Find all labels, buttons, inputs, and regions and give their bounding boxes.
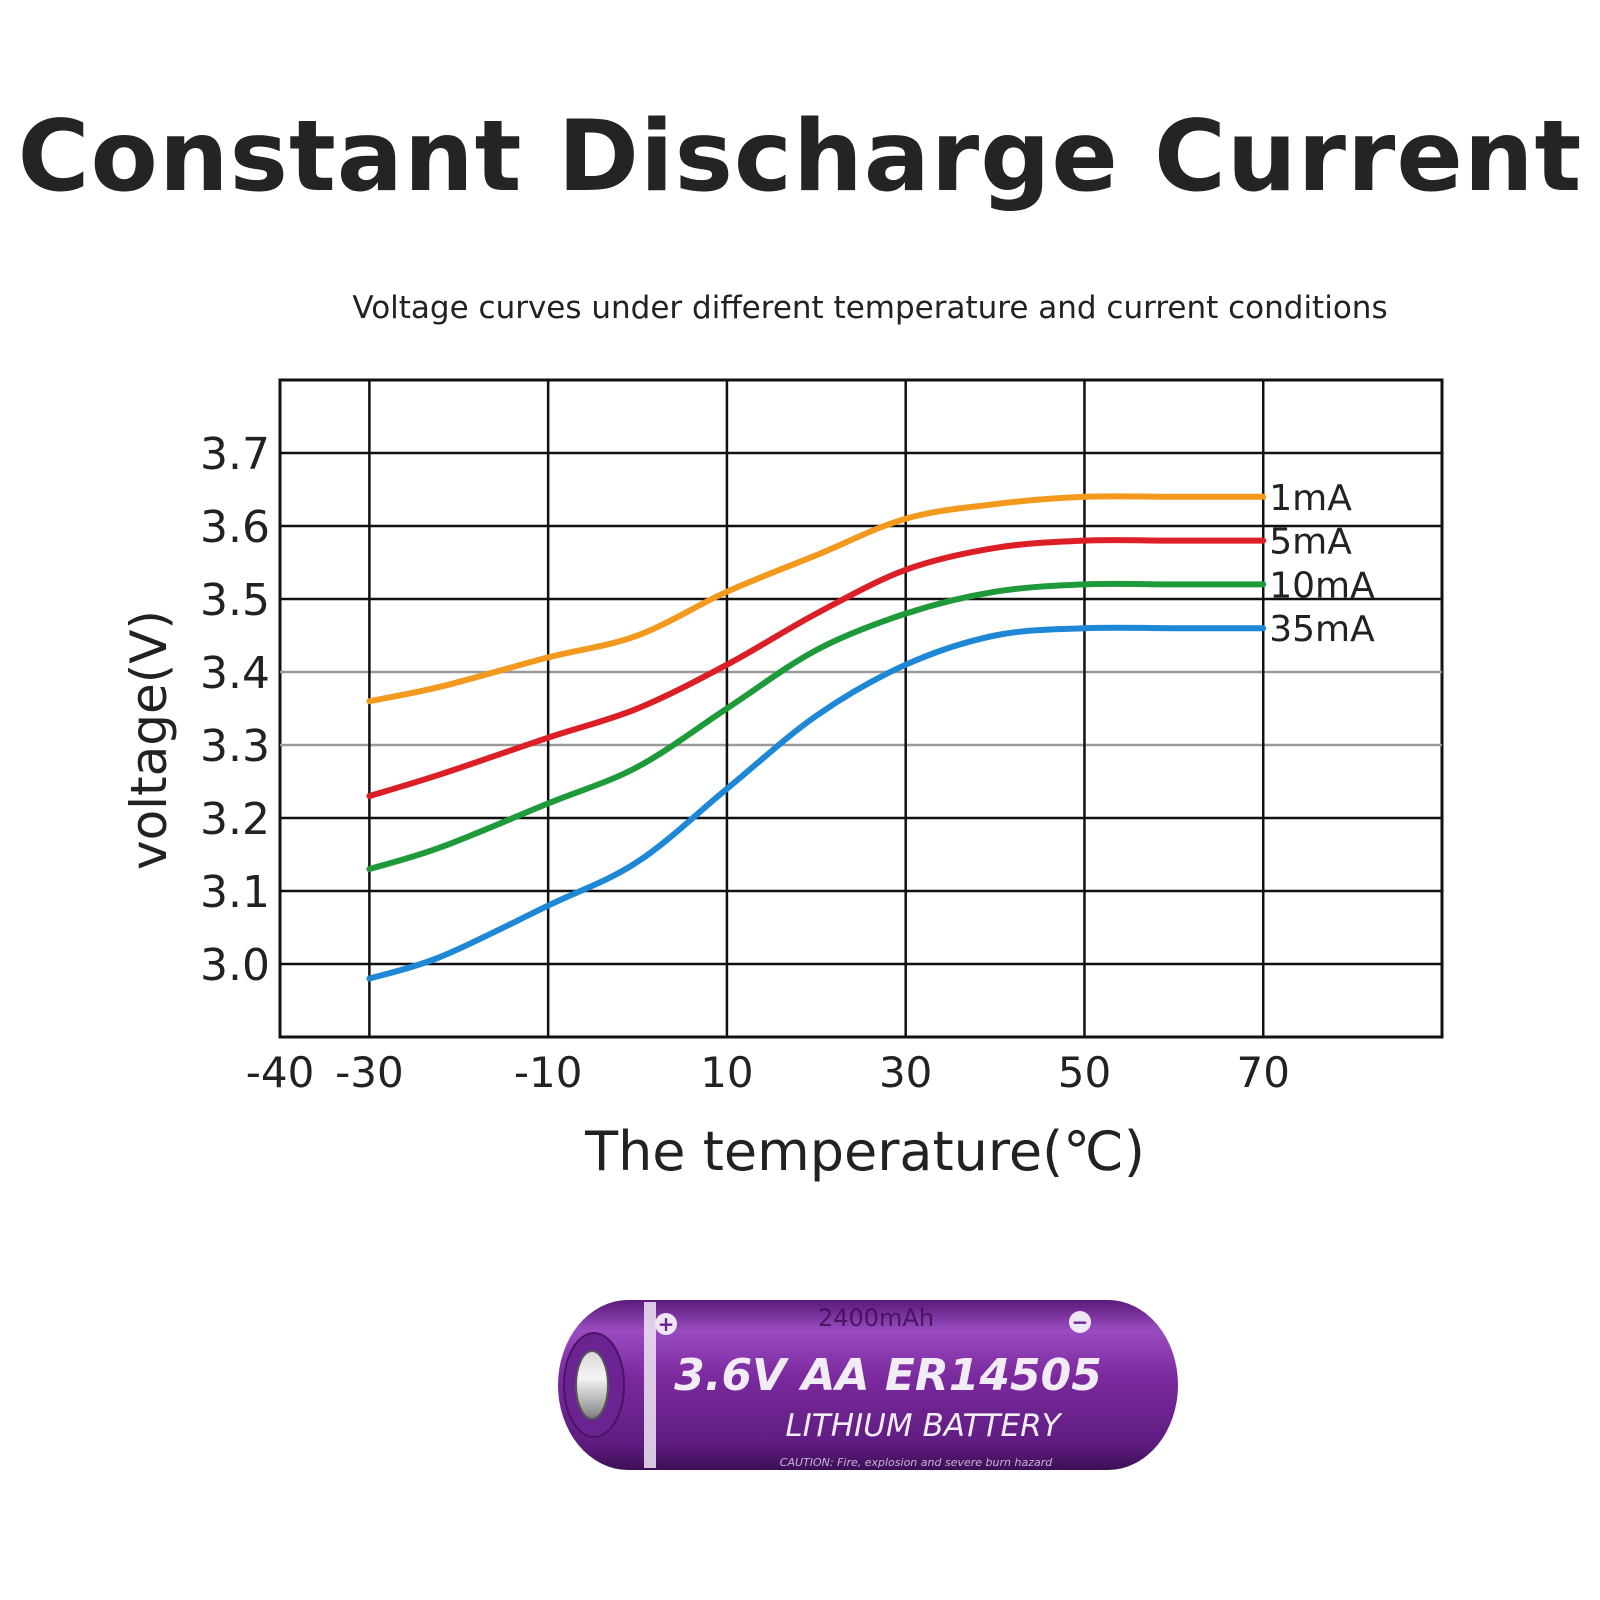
voltage-temperature-chart: Voltage curves under different temperatu… — [120, 290, 1444, 1183]
y-tick-label: 3.7 — [200, 429, 270, 480]
minus-sign: − — [1072, 1310, 1089, 1334]
plus-icon — [655, 1313, 677, 1335]
series-line-10mA — [366, 580, 1267, 873]
series-line-1mA — [366, 493, 1267, 705]
series-line-35mA — [366, 624, 1267, 982]
x-tick-label: -10 — [514, 1048, 583, 1097]
x-tick-label: -40 — [246, 1048, 315, 1097]
x-tick-label: 30 — [879, 1048, 932, 1097]
battery-capacity: 2400mAh — [818, 1304, 934, 1332]
y-tick-label: 3.5 — [200, 575, 270, 626]
battery-model: 3.6V AA ER14505 — [674, 1350, 1102, 1401]
y-tick-label: 3.6 — [200, 502, 270, 553]
y-tick-label: 3.2 — [200, 794, 270, 845]
series-line-5mA — [366, 537, 1267, 800]
grid — [278, 378, 1444, 1039]
x-axis-label: The temperature(℃) — [584, 1120, 1145, 1183]
x-tick-label: -30 — [335, 1048, 404, 1097]
battery-band — [644, 1302, 656, 1468]
x-tick-label: 10 — [700, 1048, 753, 1097]
x-tick-label: 70 — [1237, 1048, 1290, 1097]
y-tick-label: 3.4 — [200, 648, 270, 699]
series-label-1mA: 1mA — [1269, 478, 1352, 519]
tick-labels: 3.0 3.1 3.2 3.3 3.4 3.5 3.6 3.7 -40 -30 -10 10 30 50 7… — [200, 429, 1290, 1097]
y-tick-label: 3.0 — [200, 940, 270, 991]
battery-caution: CAUTION: Fire, explosion and severe burn… — [780, 1456, 1053, 1469]
minus-icon — [1069, 1311, 1091, 1333]
battery-body — [558, 1300, 1178, 1470]
chart-title: Voltage curves under different temperatu… — [352, 290, 1387, 326]
series-label-35mA: 35mA — [1269, 609, 1375, 650]
headline: Constant Discharge Current — [17, 100, 1583, 214]
series-lines — [366, 493, 1267, 982]
plus-sign: + — [658, 1312, 675, 1336]
battery-type: LITHIUM BATTERY — [785, 1408, 1062, 1444]
series-label-5mA: 5mA — [1269, 522, 1352, 563]
x-tick-label: 50 — [1058, 1048, 1111, 1097]
battery-image: + − 2400mAh 3.6V AA ER14505 LITHIUM BATT… — [548, 1290, 1188, 1480]
y-tick-label: 3.1 — [200, 867, 270, 918]
y-tick-label: 3.3 — [200, 721, 270, 772]
battery-terminal — [575, 1350, 609, 1420]
y-axis-label: voltage(V) — [120, 610, 178, 870]
plot-frame — [278, 378, 1444, 1039]
series-label-10mA: 10mA — [1269, 565, 1375, 606]
battery-illustration: + − 2400mAh 3.6V AA ER14505 LITHIUM BATT… — [558, 1300, 1178, 1470]
